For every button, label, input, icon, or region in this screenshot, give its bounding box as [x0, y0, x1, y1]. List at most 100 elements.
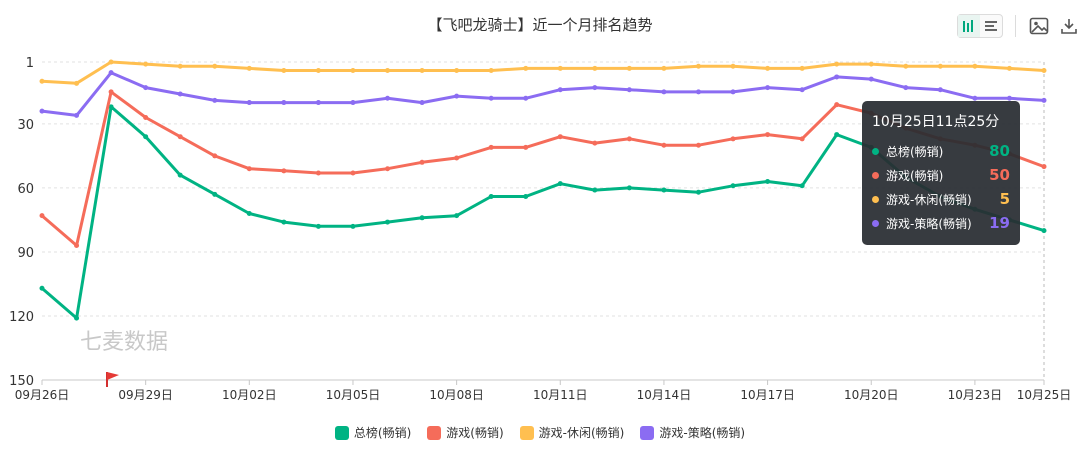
data-point[interactable]: [315, 68, 321, 74]
data-point[interactable]: [557, 181, 563, 187]
data-point[interactable]: [592, 65, 598, 71]
flag-icon[interactable]: [106, 372, 119, 387]
data-point[interactable]: [903, 63, 909, 69]
data-point[interactable]: [592, 140, 598, 146]
data-point[interactable]: [39, 78, 45, 84]
data-point[interactable]: [454, 68, 460, 74]
data-point[interactable]: [419, 215, 425, 221]
data-point[interactable]: [419, 68, 425, 74]
data-point[interactable]: [903, 85, 909, 91]
data-point[interactable]: [937, 63, 943, 69]
data-point[interactable]: [143, 134, 149, 140]
data-point[interactable]: [385, 95, 391, 101]
data-point[interactable]: [177, 172, 183, 178]
data-point[interactable]: [108, 70, 114, 76]
data-point[interactable]: [799, 87, 805, 93]
data-point[interactable]: [385, 219, 391, 225]
data-point[interactable]: [350, 68, 356, 74]
data-point[interactable]: [177, 63, 183, 69]
bar-chart-icon[interactable]: [958, 15, 980, 37]
data-point[interactable]: [246, 65, 252, 71]
data-point[interactable]: [557, 65, 563, 71]
data-point[interactable]: [281, 100, 287, 106]
data-point[interactable]: [108, 59, 114, 65]
data-point[interactable]: [143, 114, 149, 120]
data-point[interactable]: [212, 97, 218, 103]
data-point[interactable]: [177, 134, 183, 140]
data-point[interactable]: [834, 132, 840, 138]
data-point[interactable]: [868, 61, 874, 67]
data-point[interactable]: [834, 102, 840, 108]
data-point[interactable]: [315, 100, 321, 106]
data-point[interactable]: [661, 187, 667, 193]
data-point[interactable]: [661, 142, 667, 148]
data-point[interactable]: [695, 63, 701, 69]
data-point[interactable]: [281, 168, 287, 174]
data-point[interactable]: [799, 183, 805, 189]
data-point[interactable]: [1041, 68, 1047, 74]
data-point[interactable]: [868, 76, 874, 82]
data-point[interactable]: [108, 104, 114, 110]
data-point[interactable]: [143, 85, 149, 91]
data-point[interactable]: [488, 68, 494, 74]
data-point[interactable]: [972, 95, 978, 101]
data-point[interactable]: [523, 193, 529, 199]
data-point[interactable]: [1041, 164, 1047, 170]
data-point[interactable]: [385, 68, 391, 74]
data-point[interactable]: [212, 63, 218, 69]
data-point[interactable]: [315, 223, 321, 229]
data-point[interactable]: [523, 65, 529, 71]
data-point[interactable]: [661, 65, 667, 71]
legend-item[interactable]: 游戏-策略(畅销): [640, 424, 745, 441]
data-point[interactable]: [730, 183, 736, 189]
data-point[interactable]: [1006, 95, 1012, 101]
data-point[interactable]: [350, 100, 356, 106]
download-icon[interactable]: [1058, 15, 1080, 37]
data-point[interactable]: [626, 185, 632, 191]
data-point[interactable]: [972, 63, 978, 69]
data-point[interactable]: [937, 87, 943, 93]
data-point[interactable]: [488, 95, 494, 101]
legend-item[interactable]: 总榜(畅销): [334, 424, 411, 441]
data-point[interactable]: [626, 136, 632, 142]
data-point[interactable]: [74, 112, 80, 118]
data-point[interactable]: [1006, 65, 1012, 71]
data-point[interactable]: [695, 89, 701, 95]
data-point[interactable]: [523, 144, 529, 150]
data-point[interactable]: [730, 63, 736, 69]
data-point[interactable]: [419, 159, 425, 165]
data-point[interactable]: [557, 134, 563, 140]
data-point[interactable]: [765, 179, 771, 185]
data-point[interactable]: [523, 95, 529, 101]
data-point[interactable]: [661, 89, 667, 95]
data-point[interactable]: [1041, 97, 1047, 103]
data-point[interactable]: [246, 100, 252, 106]
data-point[interactable]: [350, 223, 356, 229]
data-point[interactable]: [454, 93, 460, 99]
data-point[interactable]: [281, 68, 287, 74]
data-point[interactable]: [1041, 228, 1047, 234]
data-point[interactable]: [488, 193, 494, 199]
data-point[interactable]: [454, 213, 460, 219]
data-point[interactable]: [74, 315, 80, 321]
legend-item[interactable]: 游戏-休闲(畅销): [519, 424, 624, 441]
data-point[interactable]: [557, 87, 563, 93]
data-point[interactable]: [730, 89, 736, 95]
data-point[interactable]: [454, 155, 460, 161]
data-point[interactable]: [695, 142, 701, 148]
data-point[interactable]: [143, 61, 149, 67]
data-point[interactable]: [419, 100, 425, 106]
data-point[interactable]: [74, 80, 80, 86]
data-point[interactable]: [626, 87, 632, 93]
data-point[interactable]: [39, 285, 45, 291]
data-point[interactable]: [315, 170, 321, 176]
data-point[interactable]: [799, 136, 805, 142]
data-point[interactable]: [799, 65, 805, 71]
image-export-icon[interactable]: [1028, 15, 1050, 37]
data-point[interactable]: [592, 187, 598, 193]
data-point[interactable]: [74, 243, 80, 249]
data-point[interactable]: [730, 136, 736, 142]
data-point[interactable]: [108, 89, 114, 95]
data-point[interactable]: [39, 108, 45, 114]
data-point[interactable]: [350, 170, 356, 176]
